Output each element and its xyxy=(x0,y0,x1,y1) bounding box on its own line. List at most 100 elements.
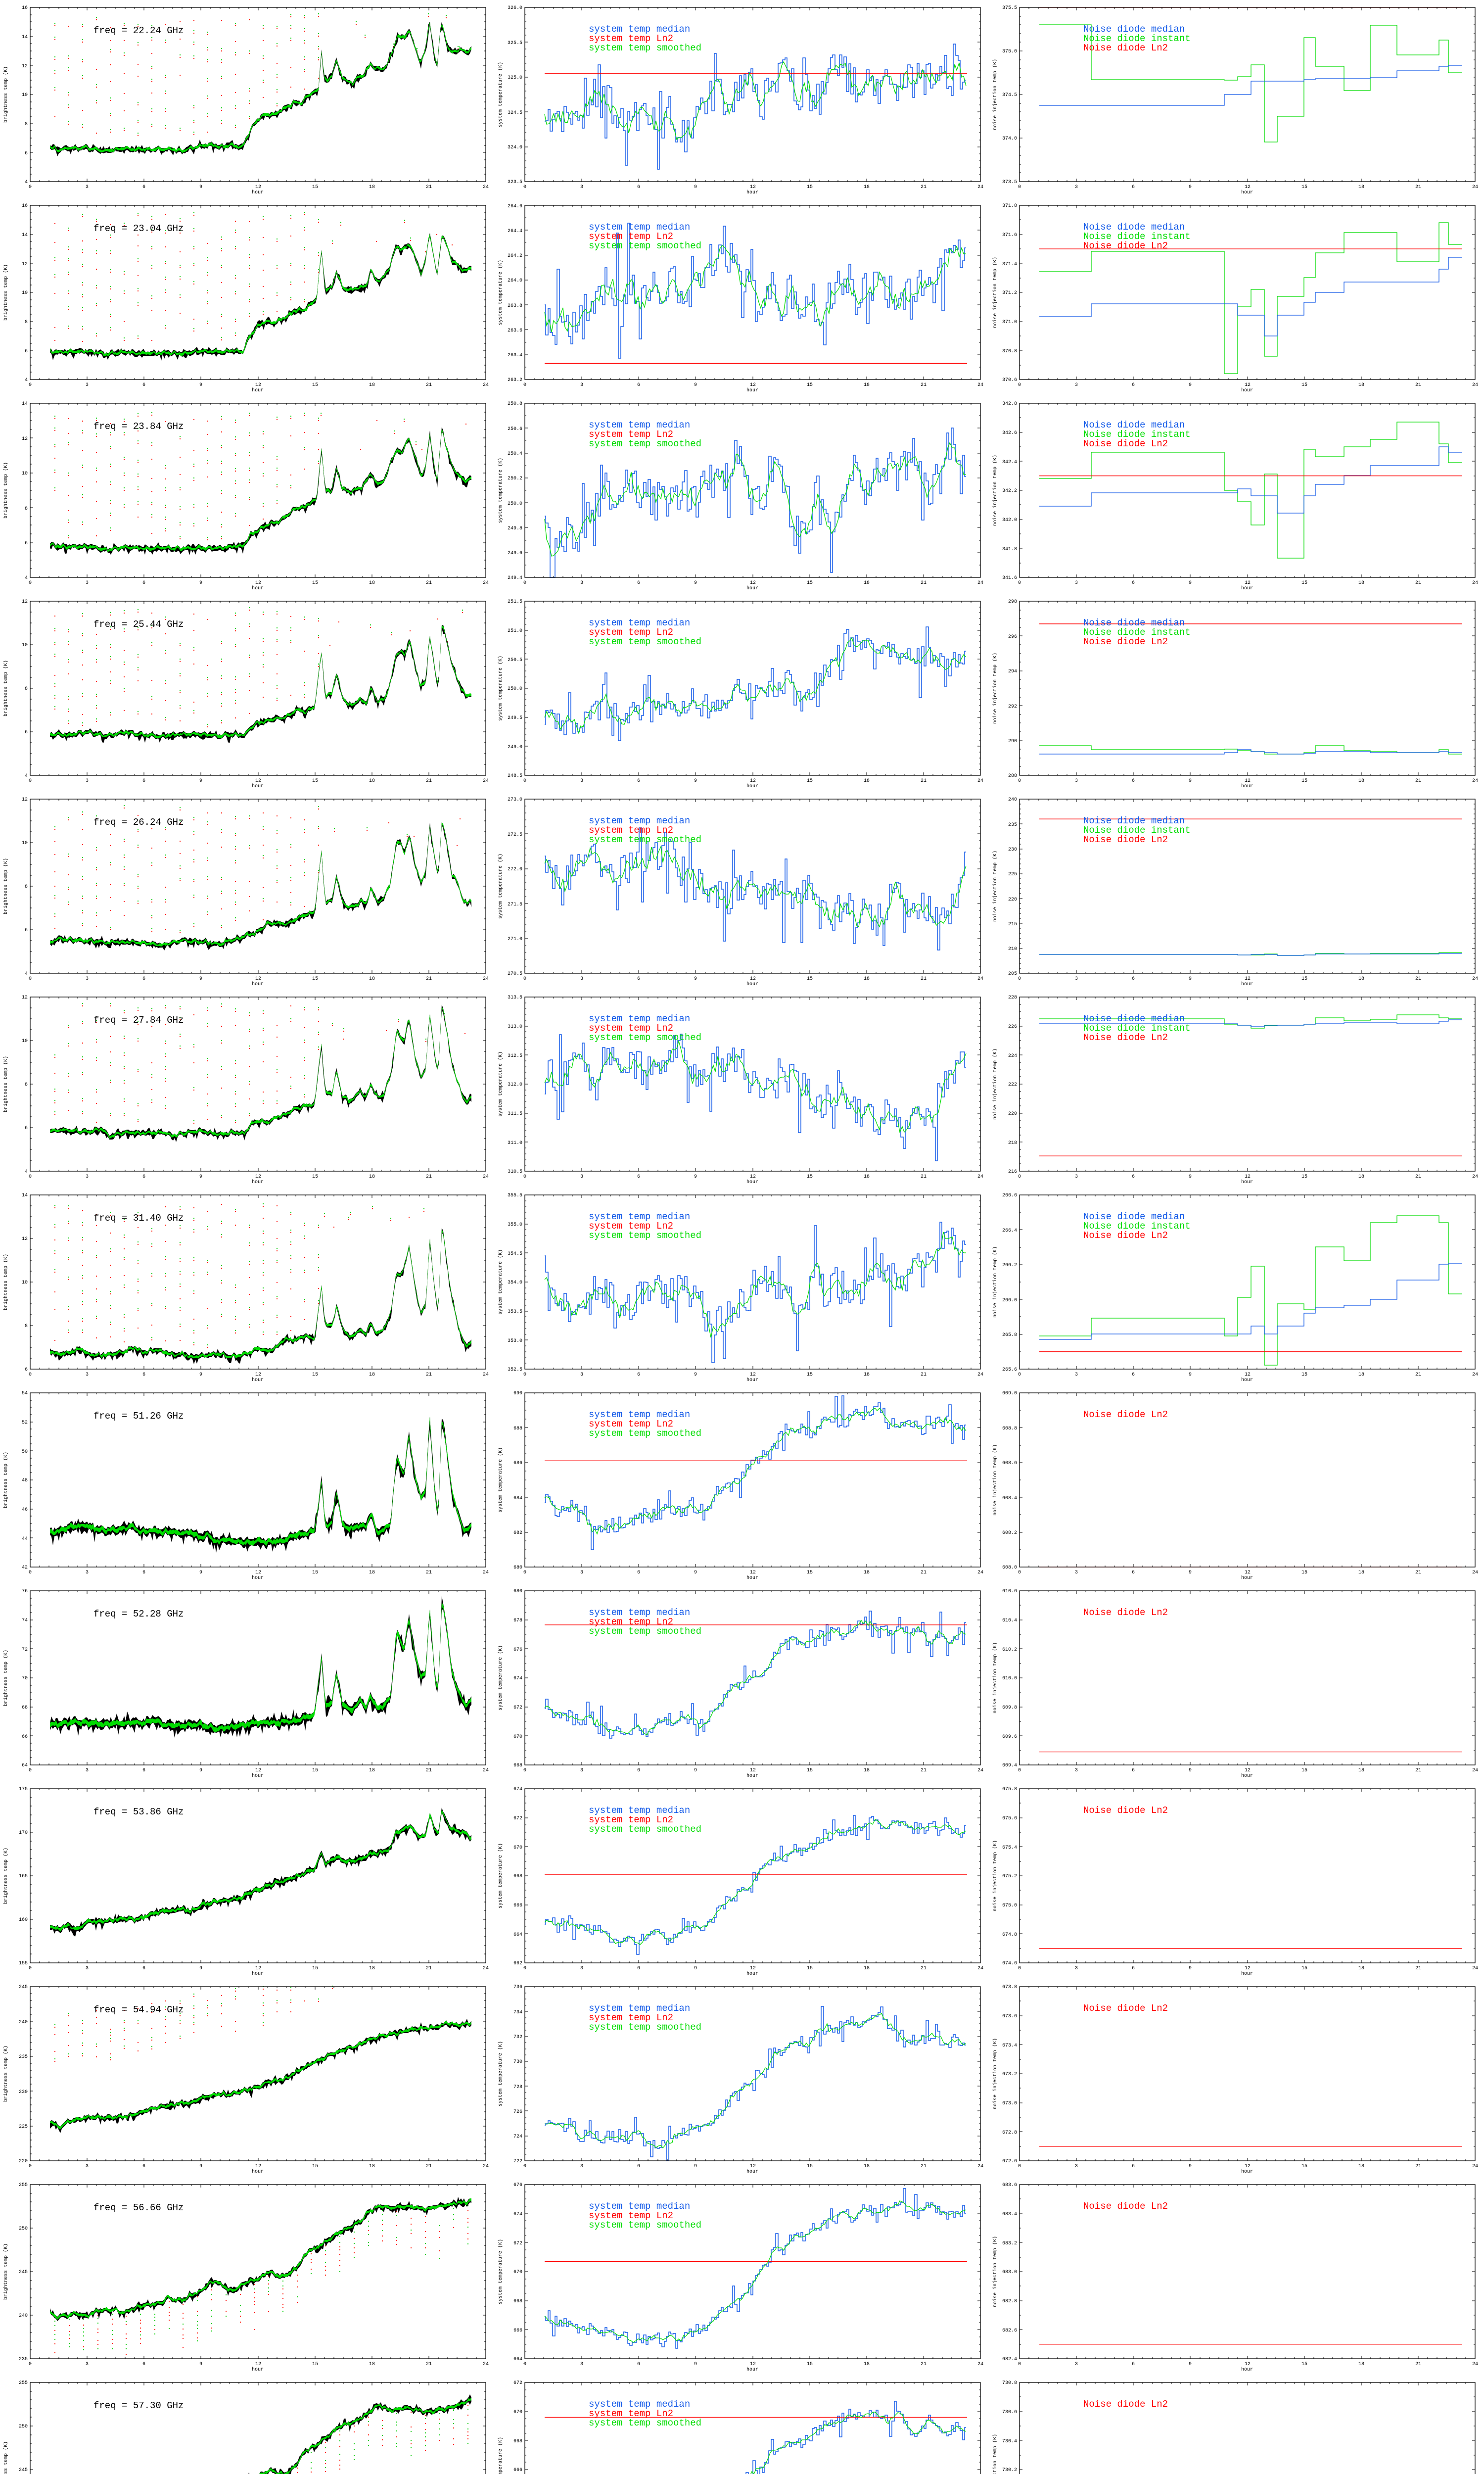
svg-text:288: 288 xyxy=(1008,773,1017,779)
svg-text:373.5: 373.5 xyxy=(1002,180,1017,185)
svg-text:system temp median: system temp median xyxy=(589,420,690,430)
svg-text:24: 24 xyxy=(1472,2164,1478,2169)
svg-text:12: 12 xyxy=(255,2164,261,2169)
svg-text:Noise diode median: Noise diode median xyxy=(1083,222,1185,233)
svg-text:235: 235 xyxy=(19,2054,28,2060)
svg-text:hour: hour xyxy=(1241,2169,1253,2175)
svg-text:610.2: 610.2 xyxy=(1002,1647,1017,1653)
svg-text:24: 24 xyxy=(1472,580,1478,586)
svg-text:12: 12 xyxy=(255,976,261,982)
svg-text:21: 21 xyxy=(426,382,432,388)
svg-text:Noise diode Ln2: Noise diode Ln2 xyxy=(1083,240,1168,251)
svg-text:system temp smoothed: system temp smoothed xyxy=(589,1032,701,1043)
svg-text:226: 226 xyxy=(1008,1024,1017,1030)
svg-text:15: 15 xyxy=(1301,2164,1307,2169)
svg-text:hour: hour xyxy=(1241,1179,1253,1185)
svg-text:noise injection temp (K): noise injection temp (K) xyxy=(992,2434,998,2474)
svg-text:12: 12 xyxy=(750,1966,756,1971)
svg-text:3: 3 xyxy=(86,382,89,388)
svg-text:3: 3 xyxy=(580,382,583,388)
svg-text:Noise diode Ln2: Noise diode Ln2 xyxy=(1083,1032,1168,1043)
svg-text:hour: hour xyxy=(746,981,758,987)
svg-text:system temp smoothed: system temp smoothed xyxy=(589,1428,701,1439)
svg-text:system temperature (K): system temperature (K) xyxy=(498,656,504,721)
svg-text:hour: hour xyxy=(252,585,264,591)
svg-text:system temp smoothed: system temp smoothed xyxy=(589,2418,701,2428)
svg-text:Noise diode instant: Noise diode instant xyxy=(1083,1221,1191,1232)
svg-text:6: 6 xyxy=(142,1768,145,1773)
svg-text:Noise diode median: Noise diode median xyxy=(1083,618,1185,628)
svg-text:Noise diode Ln2: Noise diode Ln2 xyxy=(1083,43,1168,53)
svg-text:312.5: 312.5 xyxy=(508,1053,522,1059)
svg-text:system temp Ln2: system temp Ln2 xyxy=(589,429,673,440)
svg-text:18: 18 xyxy=(864,185,870,190)
svg-text:24: 24 xyxy=(1472,1372,1478,1378)
svg-text:298: 298 xyxy=(1008,599,1017,605)
svg-text:freq = 53.86 GHz: freq = 53.86 GHz xyxy=(93,1807,184,1817)
svg-text:15: 15 xyxy=(807,185,813,190)
svg-text:6: 6 xyxy=(637,1966,640,1971)
svg-text:673.4: 673.4 xyxy=(1002,2043,1017,2048)
svg-text:3: 3 xyxy=(580,2362,583,2367)
svg-text:0: 0 xyxy=(1018,1768,1021,1773)
svg-text:18: 18 xyxy=(864,580,870,586)
svg-text:brightness temp (K): brightness temp (K) xyxy=(3,1056,9,1112)
svg-text:672.8: 672.8 xyxy=(1002,2130,1017,2136)
svg-text:342.0: 342.0 xyxy=(1002,518,1017,523)
svg-text:355.5: 355.5 xyxy=(508,1193,522,1198)
svg-text:248.5: 248.5 xyxy=(508,773,522,779)
svg-text:3: 3 xyxy=(86,778,89,784)
svg-text:666: 666 xyxy=(513,1903,522,1908)
svg-text:3: 3 xyxy=(86,1570,89,1575)
svg-text:noise injection temp (K): noise injection temp (K) xyxy=(992,1246,998,1318)
svg-text:21: 21 xyxy=(921,580,927,586)
svg-text:294: 294 xyxy=(1008,669,1017,674)
svg-text:6: 6 xyxy=(1132,2362,1135,2367)
svg-text:371.6: 371.6 xyxy=(1002,233,1017,238)
svg-text:9: 9 xyxy=(199,1768,202,1773)
svg-text:672: 672 xyxy=(513,1816,522,1821)
svg-text:15: 15 xyxy=(312,580,318,586)
svg-text:673.2: 673.2 xyxy=(1002,2072,1017,2077)
svg-text:9: 9 xyxy=(1189,1768,1192,1773)
svg-text:hour: hour xyxy=(252,2367,264,2373)
svg-text:3: 3 xyxy=(86,2164,89,2169)
svg-text:6: 6 xyxy=(637,976,640,982)
svg-text:155: 155 xyxy=(19,1961,28,1966)
svg-text:24: 24 xyxy=(977,1768,983,1773)
svg-text:24: 24 xyxy=(977,976,983,982)
svg-text:system temperature (K): system temperature (K) xyxy=(498,854,504,919)
svg-text:296: 296 xyxy=(1008,634,1017,640)
svg-text:system temperature (K): system temperature (K) xyxy=(498,260,504,325)
svg-text:44: 44 xyxy=(22,1536,28,1542)
svg-text:353.0: 353.0 xyxy=(508,1338,522,1344)
svg-text:6: 6 xyxy=(25,1367,28,1373)
svg-text:673.0: 673.0 xyxy=(1002,2101,1017,2106)
svg-text:0: 0 xyxy=(523,2362,526,2367)
svg-text:24: 24 xyxy=(977,1570,983,1575)
svg-text:250.0: 250.0 xyxy=(508,501,522,507)
svg-text:0: 0 xyxy=(1018,1570,1021,1575)
svg-text:354.5: 354.5 xyxy=(508,1251,522,1257)
svg-text:21: 21 xyxy=(921,1768,927,1773)
svg-text:18: 18 xyxy=(369,1966,375,1971)
svg-text:240: 240 xyxy=(19,2020,28,2025)
svg-text:12: 12 xyxy=(22,436,28,442)
svg-text:21: 21 xyxy=(1415,382,1421,388)
svg-text:68: 68 xyxy=(22,1705,28,1711)
svg-text:Noise diode Ln2: Noise diode Ln2 xyxy=(1083,1409,1168,1420)
svg-text:noise injection temp (K): noise injection temp (K) xyxy=(992,851,998,922)
svg-text:24: 24 xyxy=(483,778,489,784)
svg-text:3: 3 xyxy=(86,1372,89,1378)
svg-text:Noise diode instant: Noise diode instant xyxy=(1083,1023,1191,1034)
svg-text:15: 15 xyxy=(1301,1372,1307,1378)
svg-text:313.5: 313.5 xyxy=(508,995,522,1000)
svg-text:21: 21 xyxy=(426,1372,432,1378)
svg-text:675.0: 675.0 xyxy=(1002,1903,1017,1908)
svg-text:228: 228 xyxy=(1008,995,1017,1000)
svg-text:608.2: 608.2 xyxy=(1002,1530,1017,1536)
svg-text:Noise diode Ln2: Noise diode Ln2 xyxy=(1083,1230,1168,1241)
svg-text:722: 722 xyxy=(513,2159,522,2164)
svg-text:15: 15 xyxy=(312,1966,318,1971)
svg-text:678: 678 xyxy=(513,1618,522,1623)
